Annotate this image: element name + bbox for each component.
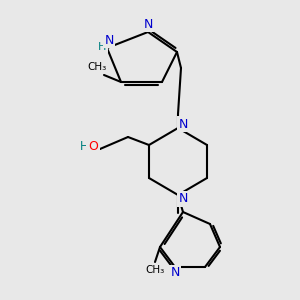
- Text: H: H: [80, 140, 88, 152]
- Text: H: H: [98, 42, 106, 52]
- Text: CH₃: CH₃: [87, 62, 106, 72]
- Text: N: N: [178, 118, 188, 130]
- Text: N: N: [143, 17, 153, 31]
- Text: N: N: [170, 266, 180, 280]
- Text: N: N: [104, 34, 114, 46]
- Text: N: N: [178, 193, 188, 206]
- Text: CH₃: CH₃: [146, 265, 165, 275]
- Text: O: O: [88, 140, 98, 152]
